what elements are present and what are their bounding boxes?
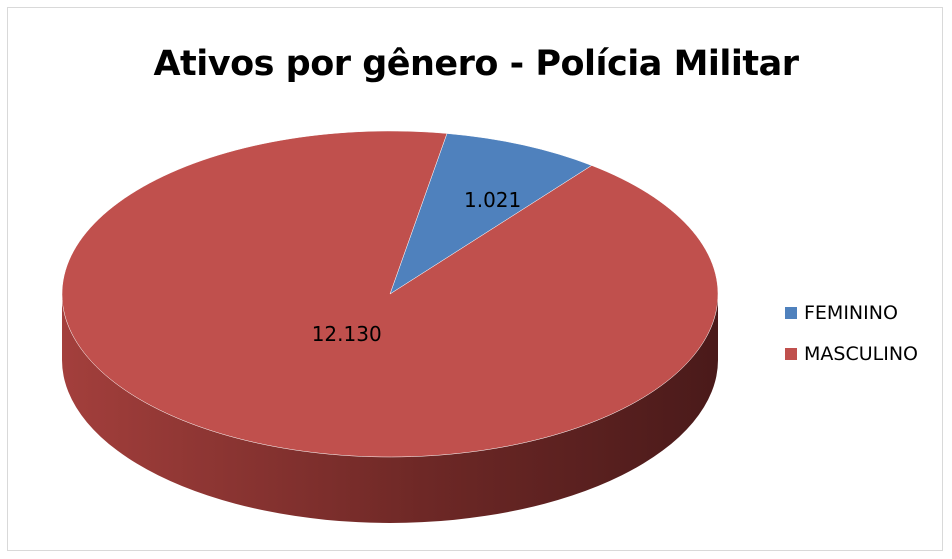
pie-slice-masculino <box>61 130 719 458</box>
legend-swatch-masculino <box>785 348 797 360</box>
data-label-feminino: 1.021 <box>464 188 521 212</box>
data-label-masculino: 12.130 <box>312 322 382 346</box>
legend-label-masculino: MASCULINO <box>804 343 918 365</box>
pie-side-wall <box>62 294 718 523</box>
chart-area: Ativos por gênero - Polícia Militar 1.02… <box>7 7 943 551</box>
legend: FEMININO MASCULINO <box>785 301 918 383</box>
pie-slice-feminino <box>389 133 593 295</box>
pie-chart: 1.021 12.130 <box>61 130 719 523</box>
legend-item-feminino: FEMININO <box>785 301 918 325</box>
legend-swatch-feminino <box>785 307 797 319</box>
legend-label-feminino: FEMININO <box>804 302 898 324</box>
chart-title: Ativos por gênero - Polícia Militar <box>153 44 799 84</box>
legend-item-masculino: MASCULINO <box>785 342 918 366</box>
